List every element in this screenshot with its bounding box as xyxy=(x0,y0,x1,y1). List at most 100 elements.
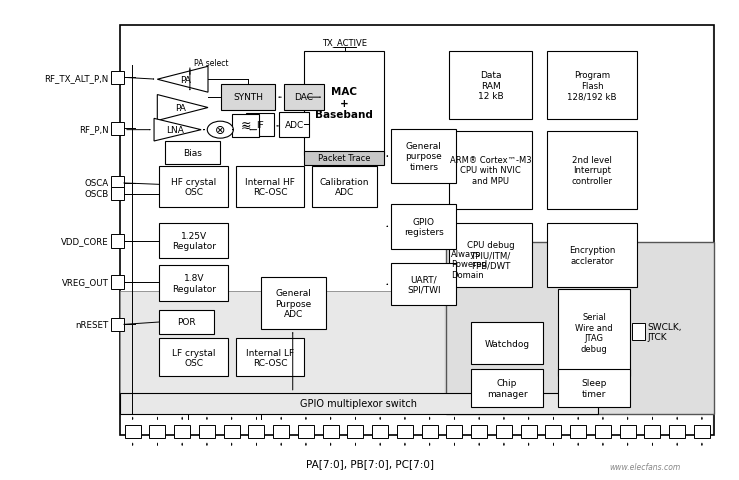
Bar xyxy=(521,425,537,438)
Bar xyxy=(120,26,714,435)
Bar xyxy=(547,132,638,209)
Bar xyxy=(372,425,388,438)
Bar xyxy=(547,52,638,120)
Bar xyxy=(248,425,265,438)
Bar xyxy=(632,323,644,340)
Bar xyxy=(149,425,166,438)
Polygon shape xyxy=(154,119,201,142)
Text: ⊗: ⊗ xyxy=(215,124,225,137)
Bar xyxy=(471,323,543,365)
Text: GPIO
registers: GPIO registers xyxy=(404,217,443,237)
Text: General
Purpose
ADC: General Purpose ADC xyxy=(276,288,312,318)
Text: Watchdog: Watchdog xyxy=(485,339,530,348)
Text: ADC: ADC xyxy=(285,121,304,130)
Text: nRESET: nRESET xyxy=(75,320,109,329)
Text: Program
Flash
128/192 kB: Program Flash 128/192 kB xyxy=(568,71,617,101)
Circle shape xyxy=(207,122,234,139)
Bar xyxy=(449,132,532,209)
Bar xyxy=(160,224,228,259)
Bar xyxy=(471,370,543,407)
Text: OSCA: OSCA xyxy=(85,179,109,188)
Bar xyxy=(446,425,463,438)
Text: VREG_OUT: VREG_OUT xyxy=(62,278,109,287)
Bar xyxy=(304,152,384,166)
Bar xyxy=(111,318,124,331)
Bar xyxy=(160,311,214,334)
Text: Packet Trace: Packet Trace xyxy=(318,154,370,163)
Text: PA select: PA select xyxy=(194,59,229,68)
Text: RF_TX_ALT_P,N: RF_TX_ALT_P,N xyxy=(44,74,109,83)
Bar xyxy=(644,425,661,438)
Bar xyxy=(312,167,377,207)
Bar xyxy=(273,425,289,438)
Text: ≋: ≋ xyxy=(240,120,251,132)
Bar xyxy=(620,425,636,438)
Bar xyxy=(111,235,124,248)
Bar xyxy=(284,85,324,111)
Bar xyxy=(694,425,710,438)
Bar xyxy=(446,242,714,414)
Bar xyxy=(571,425,586,438)
Bar xyxy=(449,52,532,120)
Text: Internal HF
RC-OSC: Internal HF RC-OSC xyxy=(245,178,295,197)
Bar xyxy=(111,122,124,135)
Bar xyxy=(160,339,228,376)
Bar xyxy=(111,72,124,85)
Bar xyxy=(236,339,304,376)
Text: SWCLK,
JTCK: SWCLK, JTCK xyxy=(647,322,682,341)
Polygon shape xyxy=(157,96,208,121)
Bar xyxy=(232,115,259,137)
Bar xyxy=(121,293,444,413)
Text: MAC
+
Baseband: MAC + Baseband xyxy=(316,87,373,120)
Bar xyxy=(221,85,276,111)
Text: DAC: DAC xyxy=(294,93,313,102)
Text: PA[7:0], PB[7:0], PC[7:0]: PA[7:0], PB[7:0], PC[7:0] xyxy=(305,458,434,468)
Bar xyxy=(160,266,228,301)
Bar xyxy=(174,425,190,438)
Text: GPIO multiplexor switch: GPIO multiplexor switch xyxy=(300,398,417,408)
Text: Internal LF
RC-OSC: Internal LF RC-OSC xyxy=(246,348,294,367)
Bar xyxy=(558,370,630,407)
Text: POR: POR xyxy=(177,318,196,327)
Text: PA: PA xyxy=(180,75,191,84)
Bar xyxy=(323,425,338,438)
Text: TX_ACTIVE: TX_ACTIVE xyxy=(322,38,367,47)
Bar xyxy=(347,425,364,438)
Text: Calibration
ADC: Calibration ADC xyxy=(319,178,369,197)
Bar xyxy=(166,141,219,165)
Bar xyxy=(471,425,487,438)
Text: VDD_CORE: VDD_CORE xyxy=(61,237,109,246)
Text: 1.8V
Regulator: 1.8V Regulator xyxy=(172,274,216,293)
Text: OSCB: OSCB xyxy=(84,190,109,199)
Bar xyxy=(279,113,310,137)
Bar xyxy=(595,425,611,438)
Text: Encryption
acclerator: Encryption acclerator xyxy=(569,246,616,265)
Bar xyxy=(224,425,239,438)
Bar xyxy=(545,425,562,438)
Bar xyxy=(298,425,314,438)
Bar xyxy=(670,425,685,438)
Bar xyxy=(236,167,304,207)
Bar xyxy=(397,425,413,438)
Text: General
purpose
timers: General purpose timers xyxy=(406,142,442,171)
Bar xyxy=(111,276,124,289)
Bar xyxy=(120,393,598,414)
Text: HF crystal
OSC: HF crystal OSC xyxy=(171,178,217,197)
Bar xyxy=(496,425,512,438)
Text: CPU debug
TPIU/ITM/
FPB/DWT: CPU debug TPIU/ITM/ FPB/DWT xyxy=(467,240,514,270)
Bar xyxy=(111,177,124,190)
Text: Data
RAM
12 kB: Data RAM 12 kB xyxy=(478,71,503,101)
Text: Always
Powered
Domain: Always Powered Domain xyxy=(452,250,488,279)
Text: LNA: LNA xyxy=(166,126,184,135)
Bar xyxy=(558,289,630,376)
Text: 2nd level
Interrupt
controller: 2nd level Interrupt controller xyxy=(572,156,613,185)
Bar xyxy=(304,52,384,156)
Text: UART/
SPI/TWI: UART/ SPI/TWI xyxy=(407,275,440,294)
Bar xyxy=(121,27,712,434)
Text: Bias: Bias xyxy=(183,148,202,157)
Text: www.elecfans.com: www.elecfans.com xyxy=(609,462,681,471)
Bar xyxy=(261,277,326,329)
Polygon shape xyxy=(157,67,208,93)
Text: SYNTH: SYNTH xyxy=(234,93,263,102)
Text: 1.25V
Regulator: 1.25V Regulator xyxy=(172,231,216,251)
